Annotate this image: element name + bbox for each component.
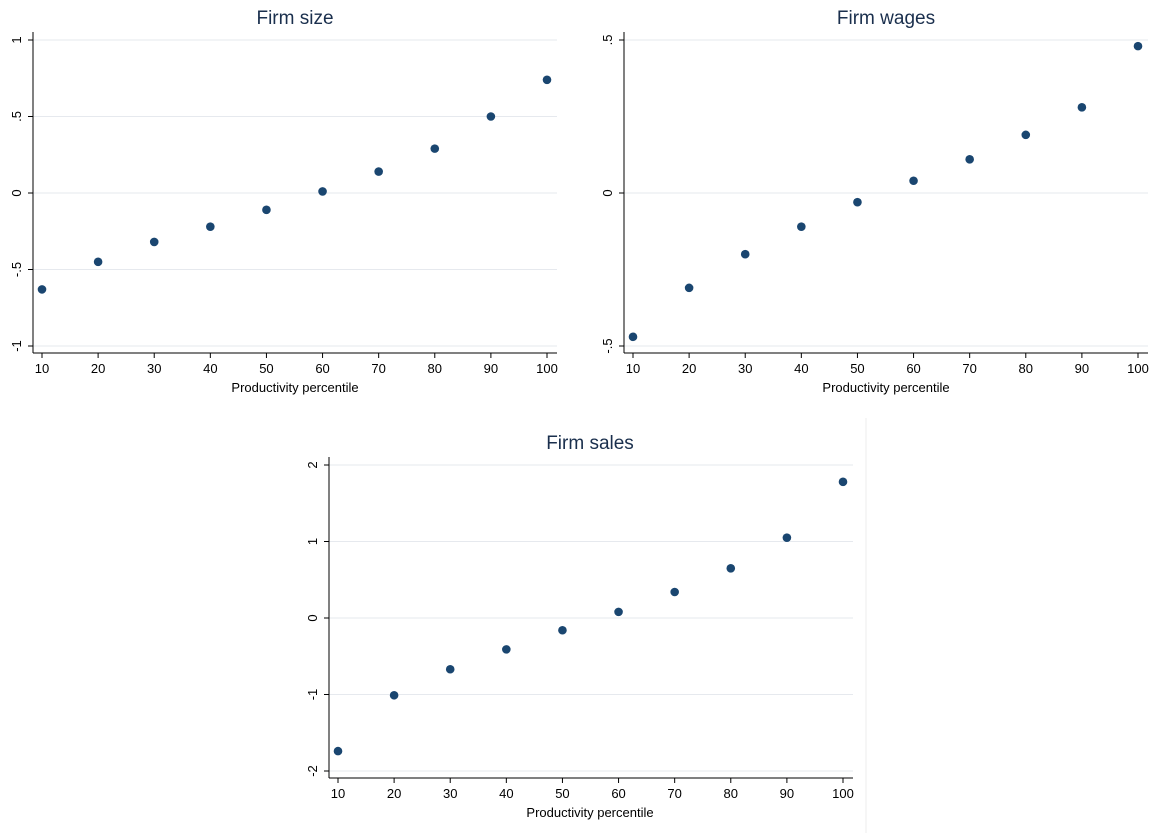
y-tick-label: 1	[305, 538, 320, 545]
x-tick-label: 20	[91, 361, 105, 376]
chart-title: Firm size	[256, 8, 333, 29]
x-tick-label: 40	[794, 361, 808, 376]
x-tick-label: 30	[443, 786, 457, 801]
data-point	[853, 197, 862, 207]
data-point	[726, 563, 736, 573]
data-point	[1077, 103, 1087, 112]
y-tick-label: 0	[600, 189, 615, 196]
x-tick-label: 50	[850, 361, 864, 376]
x-tick-label: 80	[1019, 361, 1033, 376]
data-point	[684, 283, 694, 293]
x-tick-label: 30	[147, 361, 161, 376]
y-tick-label: -2	[305, 765, 320, 777]
data-point	[558, 625, 567, 635]
x-tick-label: 80	[724, 786, 738, 801]
x-tick-label: 90	[1075, 361, 1089, 376]
x-tick-label: 100	[832, 786, 854, 801]
x-tick-label: 60	[906, 361, 920, 376]
data-point	[206, 222, 215, 231]
data-point	[614, 607, 623, 617]
y-tick-label: 2	[305, 461, 320, 468]
x-tick-label: 60	[611, 786, 625, 801]
x-tick-label: 70	[962, 361, 976, 376]
data-point	[37, 285, 47, 294]
x-axis-label: Productivity percentile	[526, 805, 653, 820]
data-point	[1021, 130, 1031, 140]
data-point	[445, 664, 455, 674]
y-tick-label: -.5	[9, 262, 24, 277]
chart-title: Firm sales	[546, 433, 634, 454]
x-tick-label: 50	[259, 361, 273, 376]
data-point	[430, 144, 440, 153]
x-tick-label: 30	[738, 361, 752, 376]
data-point	[909, 176, 918, 186]
panel-firm-sales: Firm sales Productivity percentile -2 -1 0…	[305, 433, 854, 820]
y-tick-label: .5	[9, 111, 24, 122]
x-tick-label: 10	[35, 361, 49, 376]
data-point	[628, 332, 638, 342]
data-point	[670, 587, 679, 597]
x-tick-label: 10	[626, 361, 640, 376]
data-point	[486, 112, 496, 121]
data-point	[502, 645, 511, 654]
data-point	[838, 477, 848, 487]
y-tick-label: .5	[600, 35, 615, 46]
x-tick-label: 10	[331, 786, 345, 801]
data-point	[93, 257, 103, 267]
x-tick-label: 100	[1127, 361, 1149, 376]
x-tick-label: 40	[499, 786, 513, 801]
data-point	[965, 155, 974, 164]
data-point	[149, 237, 159, 247]
y-tick-label: -.5	[600, 338, 615, 353]
data-point	[333, 746, 343, 756]
x-tick-label: 20	[682, 361, 696, 376]
y-tick-label: 0	[305, 614, 320, 621]
data-point	[374, 167, 383, 176]
data-point	[782, 533, 792, 542]
chart-title: Firm wages	[837, 8, 935, 29]
data-point	[542, 75, 552, 85]
x-tick-label: 80	[428, 361, 442, 376]
x-tick-label: 90	[484, 361, 498, 376]
data-point	[389, 690, 399, 700]
y-tick-label: -1	[305, 689, 320, 701]
data-point	[262, 205, 271, 215]
x-axis-label: Productivity percentile	[822, 380, 949, 395]
x-tick-label: 70	[667, 786, 681, 801]
data-point	[1133, 41, 1143, 51]
x-tick-label: 100	[536, 361, 558, 376]
y-tick-label: 0	[9, 189, 24, 196]
data-point	[318, 187, 327, 196]
data-point	[740, 249, 750, 259]
data-point	[797, 222, 806, 231]
y-tick-label: -1	[9, 340, 24, 352]
y-tick-label: 1	[9, 36, 24, 43]
x-tick-label: 40	[203, 361, 217, 376]
x-tick-label: 20	[387, 786, 401, 801]
x-tick-label: 90	[780, 786, 794, 801]
x-tick-label: 60	[315, 361, 329, 376]
x-axis-label: Productivity percentile	[231, 380, 358, 395]
x-tick-label: 70	[371, 361, 385, 376]
x-tick-label: 50	[555, 786, 569, 801]
panel-firm-wages: Firm wages Productivity percentile -.5 0.…	[600, 8, 1149, 395]
panel-firm-size: Firm size Productivity percentile -1 -.5 0…	[9, 8, 558, 395]
